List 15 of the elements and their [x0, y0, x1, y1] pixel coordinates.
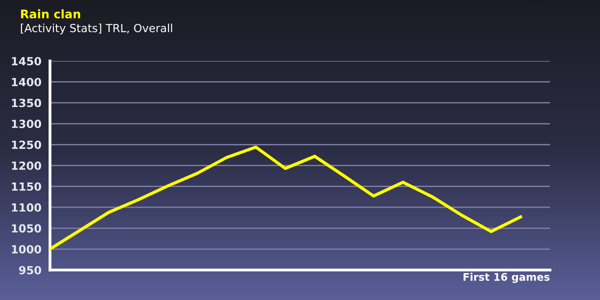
x-axis-title: First 16 games — [464, 272, 550, 283]
chart-title: Rain clan — [21, 9, 80, 18]
y-tick-label: 1250 — [12, 140, 42, 149]
y-tick-label: 1400 — [12, 78, 42, 86]
y-tick-label: 950 — [19, 266, 42, 274]
y-tick-label: 1150 — [12, 182, 42, 191]
y-tick-label: 1200 — [12, 161, 42, 170]
y-tick-label: 1350 — [12, 98, 42, 108]
chart-subtitle: [Activity Stats] TRL, Overall — [20, 24, 172, 34]
y-tick-label: 1050 — [12, 224, 42, 233]
y-tick-label: 1000 — [12, 245, 42, 254]
y-tick-label: 1300 — [12, 120, 42, 128]
y-tick-label: 1100 — [12, 203, 42, 212]
y-tick-label: 1450 — [12, 56, 42, 66]
line-series — [50, 146, 522, 251]
